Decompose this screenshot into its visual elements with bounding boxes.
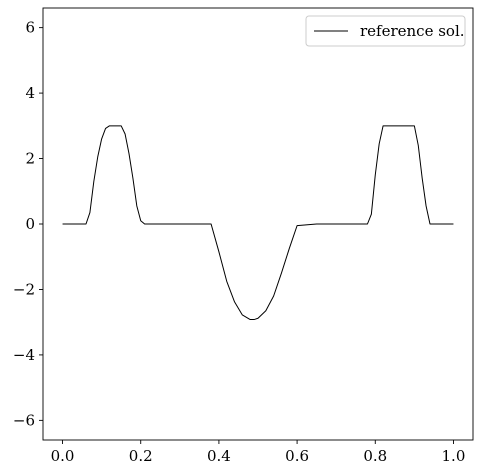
legend-label: reference sol.: [360, 22, 465, 40]
x-tick-label: 0.8: [363, 447, 387, 465]
x-tick-label: 0.2: [129, 447, 153, 465]
axes: 0.0 0.2 0.4 0.6 0.8 1.0 −6 −4 −2 0 2 4 6: [13, 7, 474, 465]
legend-box: [305, 15, 466, 47]
plot-area: [62, 125, 454, 321]
series-line-0: [62, 125, 454, 321]
x-tick-label: 0.0: [51, 447, 75, 465]
legend: reference sol.: [305, 15, 466, 47]
y-tick-label: −2: [13, 280, 35, 298]
y-tick-label: 6: [25, 19, 35, 37]
x-tick-label: 0.6: [285, 447, 309, 465]
x-tick-label: 1.0: [442, 447, 466, 465]
y-tick-label: −4: [13, 346, 35, 364]
y-tick-label: 2: [25, 150, 35, 168]
x-tick-label: 0.4: [207, 447, 231, 465]
y-tick-label: 0: [25, 215, 35, 233]
y-tick-label: 4: [25, 84, 35, 102]
axes-frame: [42, 7, 474, 441]
y-tick-label: −6: [13, 411, 35, 429]
